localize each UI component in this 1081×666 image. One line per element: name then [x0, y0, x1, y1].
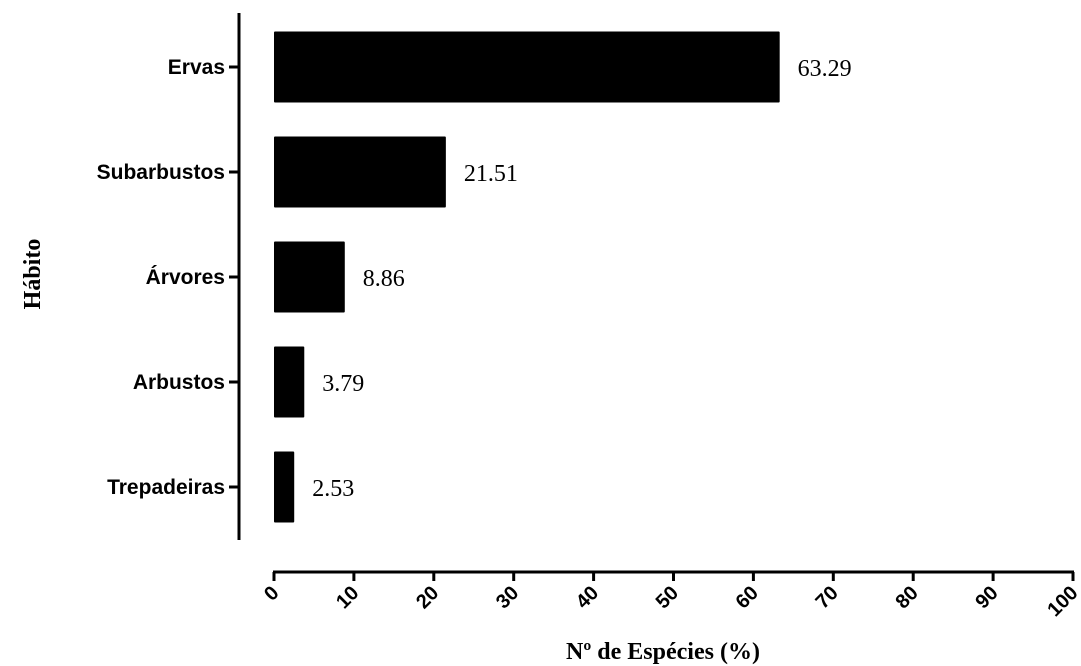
data-label: 21.51 — [464, 161, 518, 187]
x-tick-label: 30 — [492, 582, 523, 613]
category-label: Ervas — [168, 56, 225, 79]
y-axis-title: Hábito — [20, 239, 46, 310]
bar — [274, 347, 304, 418]
x-tick-label: 80 — [891, 582, 922, 613]
x-tick-label: 50 — [652, 582, 683, 613]
bar — [274, 242, 345, 313]
x-tick-label: 0 — [260, 582, 283, 605]
x-axis-title: Nº de Espécies (%) — [566, 639, 760, 665]
category-label: Arbustos — [133, 371, 225, 394]
x-tick-label: 10 — [332, 582, 363, 613]
x-tick-label: 60 — [732, 582, 763, 613]
data-label: 2.53 — [312, 476, 354, 502]
x-tick-label: 20 — [412, 582, 443, 613]
bar — [274, 452, 294, 523]
plot-area: 0 10 20 30 40 50 60 70 80 90 100 Ervas 63.29 Subarbus… — [97, 13, 1081, 621]
bar — [274, 137, 446, 208]
bar — [274, 32, 780, 103]
x-tick-label: 90 — [971, 582, 1002, 613]
x-tick-label: 40 — [572, 582, 603, 613]
x-tick-label: 100 — [1043, 582, 1081, 621]
x-tick-label: 70 — [812, 582, 843, 613]
data-label: 3.79 — [322, 371, 364, 397]
data-label: 63.29 — [798, 56, 852, 82]
category-label: Árvores — [146, 266, 225, 289]
data-label: 8.86 — [363, 266, 405, 292]
category-label: Subarbustos — [97, 161, 225, 184]
category-label: Trepadeiras — [107, 476, 225, 499]
